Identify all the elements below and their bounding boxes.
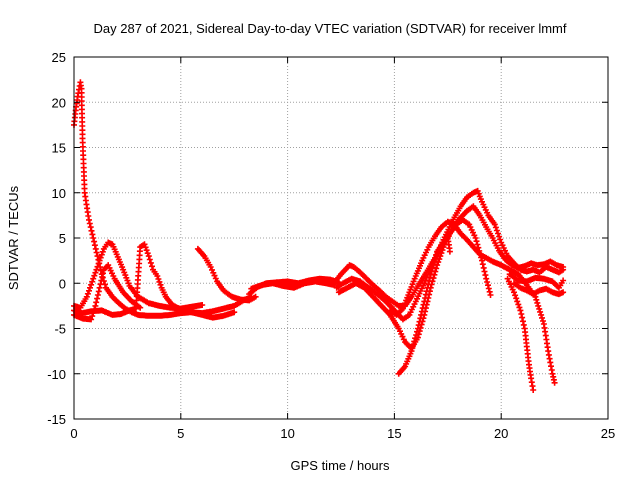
x-axis-label: GPS time / hours — [291, 458, 390, 473]
y-tick-label: -5 — [54, 322, 66, 337]
y-tick-label: -15 — [47, 412, 66, 427]
y-axis-label: SDTVAR / TECUs — [6, 185, 21, 290]
series-track-14 — [511, 280, 567, 298]
data-point-markers — [248, 278, 338, 292]
series-track-5 — [194, 245, 259, 304]
x-tick-label: 20 — [494, 426, 508, 441]
series-track-11 — [395, 235, 453, 377]
series-track-12 — [387, 218, 558, 386]
data-point-markers — [511, 280, 567, 298]
chart-title: Day 287 of 2021, Sidereal Day-to-day VTE… — [94, 21, 567, 36]
x-tick-label: 5 — [177, 426, 184, 441]
y-tick-label: 5 — [59, 231, 66, 246]
data-point-markers — [194, 245, 259, 304]
y-tick-label: 25 — [52, 50, 66, 65]
data-point-markers — [395, 235, 453, 377]
series-track-13 — [504, 275, 537, 393]
x-tick-label: 15 — [387, 426, 401, 441]
ticks: 0 5 10 15 20 25 -15 -10 -5 0 5 10 15 20 25 — [47, 50, 615, 441]
data-point-markers — [506, 271, 567, 291]
y-tick-label: 15 — [52, 141, 66, 156]
y-tick-label: 10 — [52, 186, 66, 201]
x-tick-label: 25 — [601, 426, 615, 441]
y-tick-label: 0 — [59, 276, 66, 291]
data-point-markers — [387, 218, 558, 386]
data-points — [71, 79, 567, 393]
series-track-15 — [506, 271, 567, 291]
data-point-markers — [504, 275, 537, 393]
x-tick-label: 0 — [70, 426, 77, 441]
y-tick-label: -10 — [47, 367, 66, 382]
x-tick-label: 10 — [280, 426, 294, 441]
series-track-7 — [248, 278, 338, 292]
y-tick-label: 20 — [52, 95, 66, 110]
